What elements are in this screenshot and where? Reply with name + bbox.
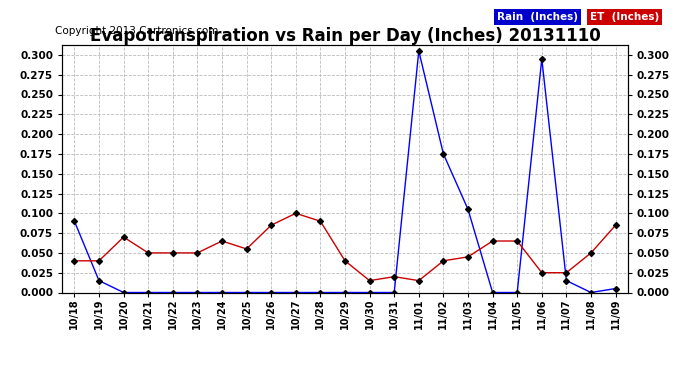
Text: Rain  (Inches): Rain (Inches) <box>497 12 578 22</box>
Title: Evapotranspiration vs Rain per Day (Inches) 20131110: Evapotranspiration vs Rain per Day (Inch… <box>90 27 600 45</box>
Text: Copyright 2013 Cartronics.com: Copyright 2013 Cartronics.com <box>55 26 219 36</box>
Text: ET  (Inches): ET (Inches) <box>590 12 659 22</box>
